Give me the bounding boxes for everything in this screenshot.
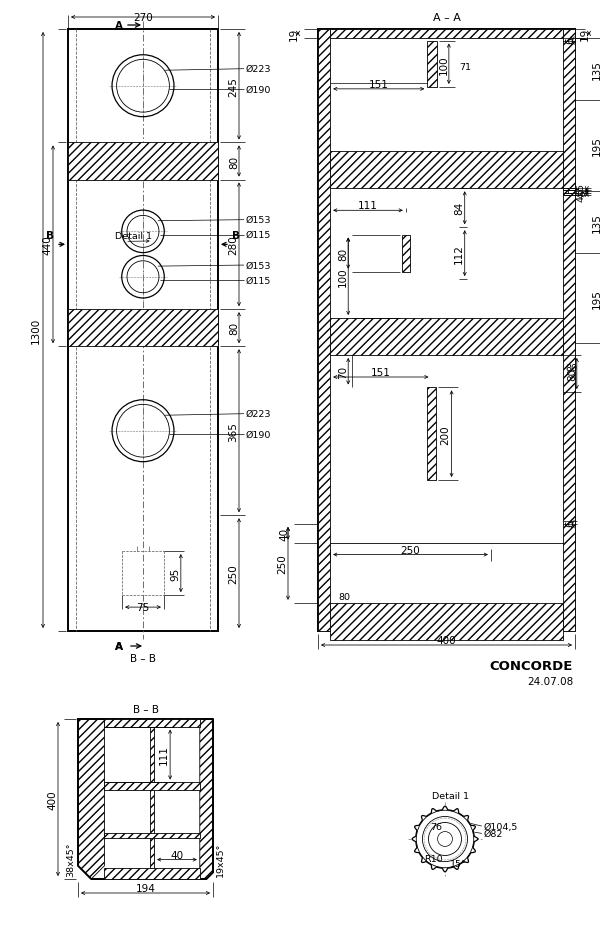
Bar: [150, 726, 154, 867]
Text: R10: R10: [424, 854, 443, 863]
Text: Detail 1: Detail 1: [431, 791, 469, 800]
Text: Ø153: Ø153: [246, 261, 271, 270]
Bar: [563, 189, 575, 191]
Text: 200: 200: [440, 425, 451, 444]
Text: 250: 250: [277, 554, 287, 574]
Text: 270: 270: [133, 13, 153, 23]
Text: 70: 70: [338, 366, 348, 378]
Text: 6: 6: [565, 520, 575, 526]
Bar: [68, 144, 218, 180]
Text: 40: 40: [170, 850, 184, 860]
Bar: [318, 30, 575, 631]
Text: 80: 80: [229, 322, 239, 335]
Polygon shape: [412, 806, 478, 872]
Text: 19x45°: 19x45°: [216, 842, 225, 876]
Text: 95: 95: [171, 566, 181, 580]
Text: Ø223: Ø223: [246, 409, 271, 419]
Text: 80: 80: [338, 593, 350, 602]
Text: Ø82: Ø82: [484, 829, 503, 838]
Bar: [318, 30, 330, 631]
Text: 195: 195: [592, 136, 600, 156]
Text: 151: 151: [371, 367, 391, 378]
Text: 112: 112: [454, 244, 464, 264]
Text: 84: 84: [455, 202, 465, 215]
Text: 100: 100: [439, 55, 449, 74]
Text: 111: 111: [358, 201, 378, 211]
Bar: [563, 193, 575, 195]
Text: 71: 71: [459, 63, 471, 71]
Bar: [563, 30, 575, 631]
Text: 151: 151: [369, 80, 389, 89]
Text: 100: 100: [338, 268, 348, 287]
Text: 76: 76: [431, 823, 443, 831]
Text: 400: 400: [437, 635, 457, 645]
Bar: [568, 191, 575, 193]
Polygon shape: [78, 720, 104, 879]
Text: 440: 440: [42, 235, 52, 255]
Text: 19: 19: [580, 28, 590, 41]
Bar: [68, 309, 218, 347]
Text: 15°: 15°: [450, 859, 467, 868]
Bar: [104, 783, 200, 790]
Text: A: A: [115, 642, 123, 651]
Text: B – B: B – B: [130, 653, 156, 664]
Text: 80: 80: [566, 363, 578, 372]
Polygon shape: [200, 720, 213, 879]
Text: A – A: A – A: [433, 13, 460, 23]
Text: 280: 280: [228, 235, 238, 255]
Text: 24.07.08: 24.07.08: [527, 676, 573, 686]
Text: Ø104,5: Ø104,5: [484, 822, 518, 831]
Text: 365: 365: [228, 422, 238, 441]
Text: 40: 40: [279, 527, 289, 541]
Text: 111: 111: [159, 744, 169, 764]
Text: 38x45°: 38x45°: [66, 842, 75, 877]
Text: 4,5: 4,5: [576, 187, 585, 202]
Text: B – B: B – B: [133, 704, 158, 714]
Text: 250: 250: [401, 545, 421, 555]
Text: 75: 75: [136, 603, 149, 612]
Bar: [401, 235, 410, 272]
Bar: [330, 152, 563, 189]
Bar: [330, 604, 563, 640]
Text: Ø190: Ø190: [246, 86, 271, 94]
Text: 195: 195: [592, 289, 600, 308]
Bar: [427, 42, 437, 88]
Bar: [330, 319, 563, 356]
Text: 4,5: 4,5: [576, 183, 585, 198]
Text: 6: 6: [565, 37, 575, 44]
Text: 400: 400: [47, 789, 57, 809]
Bar: [68, 30, 218, 631]
Bar: [427, 388, 436, 481]
Text: 80: 80: [338, 248, 348, 261]
Text: Ø153: Ø153: [246, 216, 271, 225]
Text: 80: 80: [229, 155, 239, 169]
Text: 250: 250: [228, 564, 238, 584]
Text: 80: 80: [567, 367, 577, 381]
Bar: [330, 30, 563, 39]
Text: B: B: [46, 231, 54, 241]
Text: Ø115: Ø115: [246, 230, 271, 240]
Text: Ø223: Ø223: [246, 65, 271, 74]
Text: 135: 135: [592, 60, 600, 80]
Text: A: A: [115, 642, 123, 651]
Bar: [104, 720, 200, 726]
Text: 194: 194: [136, 883, 155, 893]
Text: Ø115: Ø115: [246, 276, 271, 286]
Text: 135: 135: [592, 212, 600, 232]
Text: A: A: [115, 21, 123, 31]
Bar: [104, 867, 200, 879]
Text: Ø190: Ø190: [246, 430, 271, 439]
Text: 245: 245: [228, 77, 238, 96]
Text: 5: 5: [578, 189, 587, 195]
Text: 1300: 1300: [31, 318, 41, 344]
Text: 19: 19: [289, 28, 299, 41]
Text: B: B: [232, 231, 240, 241]
Bar: [104, 833, 200, 838]
Text: Detail 1: Detail 1: [115, 231, 152, 241]
Text: CONCORDE: CONCORDE: [490, 660, 573, 673]
